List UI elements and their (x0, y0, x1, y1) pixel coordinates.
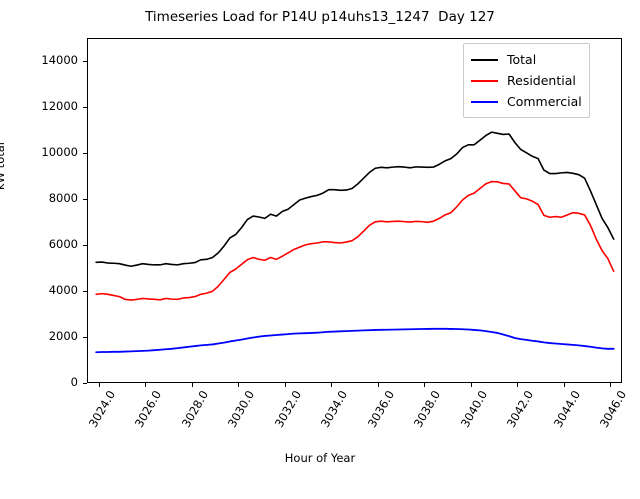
x-tick-mark (517, 383, 519, 387)
y-tick-label: 14000 (41, 53, 78, 67)
x-axis-label: Hour of Year (284, 451, 356, 465)
chart-legend: Total Residential Commercial (463, 43, 590, 118)
x-tick-mark (470, 383, 472, 387)
legend-label: Total (507, 52, 537, 67)
legend-swatch-residential (471, 79, 498, 82)
legend-swatch-total (471, 58, 498, 61)
x-tick-mark (145, 383, 147, 387)
x-tick-mark (284, 383, 286, 387)
legend-item-commercial[interactable]: Commercial (471, 91, 582, 112)
legend-item-total[interactable]: Total (471, 49, 582, 70)
y-tick-mark (83, 61, 87, 62)
y-tick-label: 8000 (48, 191, 78, 205)
series-line-total (95, 131, 615, 268)
chart-title: Timeseries Load for P14U p14uhs13_1247 D… (145, 9, 495, 25)
y-tick-mark (83, 245, 87, 246)
plot-area (87, 38, 622, 383)
series-line-residential (95, 180, 615, 301)
x-tick-mark (610, 383, 612, 387)
plot-lines (95, 131, 615, 354)
y-tick-mark (83, 199, 87, 200)
x-tick-mark (331, 383, 333, 387)
y-tick-mark (83, 291, 87, 292)
y-tick-label: 10000 (41, 145, 78, 159)
y-tick-mark (83, 107, 87, 108)
y-tick-mark (83, 337, 87, 338)
x-tick-mark (238, 383, 240, 387)
y-tick-mark (83, 383, 87, 384)
y-tick-label: 4000 (48, 283, 78, 297)
x-tick-mark (191, 383, 193, 387)
legend-swatch-commercial (471, 100, 498, 103)
legend-item-residential[interactable]: Residential (471, 70, 582, 91)
legend-label: Residential (507, 73, 576, 88)
y-tick-label: 6000 (48, 237, 78, 251)
legend-label: Commercial (507, 94, 582, 109)
y-tick-label: 12000 (41, 99, 78, 113)
series-line-commercial (95, 327, 615, 354)
y-tick-mark (83, 153, 87, 154)
x-tick-mark (424, 383, 426, 387)
chart-figure: Timeseries Load for P14U p14uhs13_1247 D… (0, 9, 629, 465)
y-tick-label: 0 (70, 375, 78, 389)
x-tick-mark (377, 383, 379, 387)
x-tick-mark (563, 383, 565, 387)
y-tick-label: 2000 (48, 329, 78, 343)
x-tick-mark (98, 383, 100, 387)
